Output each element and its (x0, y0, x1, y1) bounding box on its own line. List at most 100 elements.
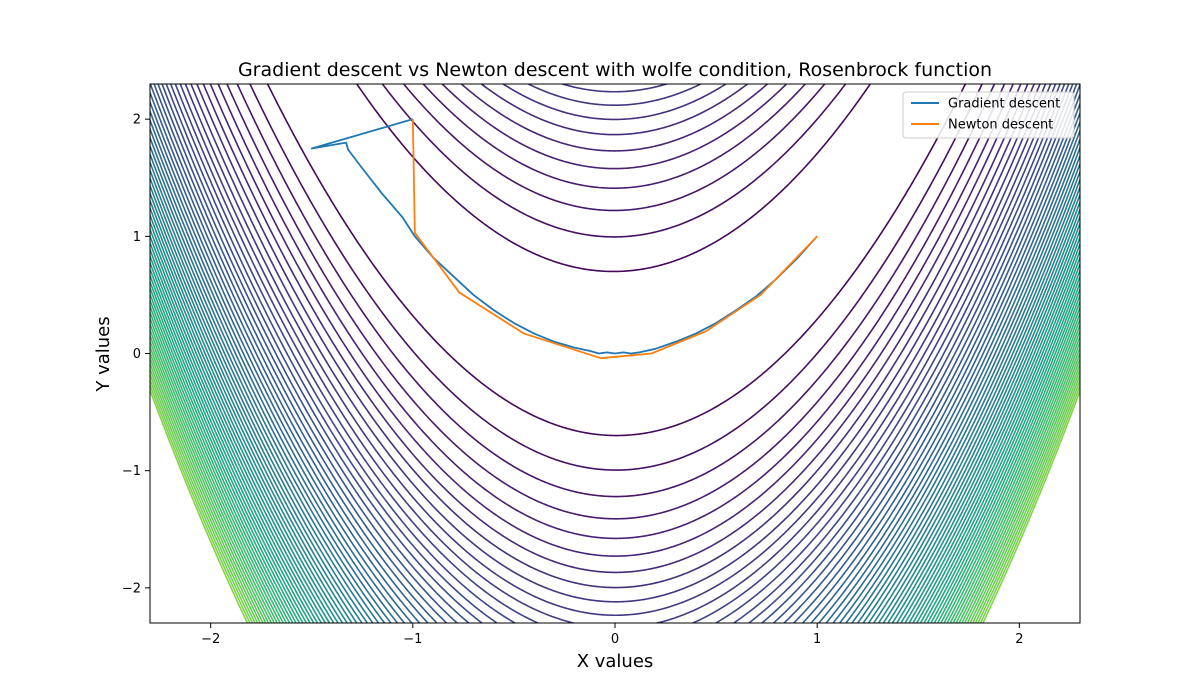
contour-line (825, 128, 1080, 623)
x-tick-label: 1 (813, 632, 821, 647)
contour-line (969, 362, 1080, 623)
chart-title: Gradient descent vs Newton descent with … (238, 59, 992, 81)
contour-line (150, 168, 374, 623)
y-tick-label: 1 (133, 230, 141, 245)
contour-line (150, 377, 254, 623)
contour-line (963, 351, 1080, 623)
contour-line (150, 304, 291, 623)
contour-line (150, 109, 421, 623)
contour-line (939, 305, 1080, 623)
contour-line (226, 84, 1006, 520)
contour-line (150, 118, 413, 623)
contour-line (150, 198, 353, 623)
contour-line (150, 387, 249, 623)
contour-line (150, 310, 288, 623)
contour-line (150, 191, 358, 623)
contour-line (877, 199, 1080, 623)
y-tick-label: 0 (133, 347, 141, 362)
contour-line (150, 298, 294, 623)
contour-line (266, 84, 967, 437)
contour-line (150, 315, 285, 623)
contour-line (501, 84, 728, 121)
contour-line (514, 26, 715, 55)
contour-line (150, 260, 315, 623)
contour-line (150, 344, 270, 623)
contour-line (150, 338, 273, 623)
y-tick-label: 2 (133, 113, 141, 128)
contour-line (974, 372, 1080, 623)
contour-line (441, 84, 788, 170)
x-tick-label: 2 (1015, 632, 1023, 647)
contour-line (887, 214, 1080, 623)
contour-line (150, 366, 259, 623)
contour-line (150, 233, 331, 623)
legend-label: Gradient descent (948, 97, 1060, 112)
contour-line (960, 345, 1080, 623)
contour-line (157, 84, 471, 623)
contour-line (792, 92, 1080, 623)
contour-line (949, 322, 1080, 623)
contour-line (174, 84, 1057, 623)
contour-line (249, 84, 983, 471)
contour-line (150, 285, 301, 623)
x-tick-label: −2 (201, 632, 220, 647)
series-lines (310, 118, 818, 360)
contour-line (912, 255, 1080, 623)
contour-line (150, 371, 256, 623)
contour-line (930, 286, 1080, 623)
contour-line (150, 247, 323, 623)
contour-line (900, 235, 1080, 623)
contour-line (150, 84, 448, 623)
contour-line (150, 361, 262, 623)
contour-line (480, 84, 749, 136)
contour-line (196, 84, 1035, 589)
contour-line (958, 340, 1080, 623)
contour-line (150, 355, 264, 623)
y-axis-label: Y values (93, 316, 114, 392)
contour-line (150, 205, 349, 623)
contour-line (202, 84, 1029, 574)
contour-line (979, 383, 1080, 623)
x-tick-label: 0 (611, 632, 619, 647)
contour-line (817, 119, 1080, 623)
contour-line (933, 293, 1080, 623)
contour-line (150, 226, 335, 623)
contour-line (851, 161, 1080, 623)
contour-line (895, 228, 1080, 623)
contour-line (150, 152, 386, 623)
y-tick-label: −1 (122, 464, 141, 479)
y-tick-label: −2 (122, 581, 141, 596)
contour-line (772, 84, 1078, 623)
contour-line (867, 184, 1080, 623)
contour-line (915, 261, 1080, 623)
contour-line (838, 145, 1080, 623)
contour-line (526, 84, 703, 107)
contour-line (872, 192, 1080, 623)
contour-line (217, 84, 1015, 540)
contour-line (236, 84, 996, 498)
contour-line (982, 388, 1080, 623)
contour-line (150, 175, 369, 623)
x-axis-label: X values (577, 651, 654, 672)
legend-box (902, 91, 1075, 139)
contour-line (955, 334, 1080, 623)
contour-line (161, 84, 1070, 623)
plot-area (149, 26, 1081, 624)
contour-lines (150, 26, 1080, 623)
contour-line (926, 280, 1080, 623)
contour-line (460, 84, 769, 152)
y-axis-ticks: −2 −1 0 1 2 (122, 113, 150, 596)
contour-line (809, 110, 1080, 623)
contour-line (782, 84, 1080, 623)
contour-line (971, 367, 1080, 623)
contour-line (150, 333, 276, 623)
contour-line (150, 99, 429, 623)
contour-line (946, 317, 1080, 623)
contour-line (150, 382, 251, 623)
contour-line (760, 84, 1074, 623)
contour-line (150, 321, 282, 623)
contour-line (150, 183, 363, 623)
contour-line (150, 220, 339, 623)
contour-line (150, 273, 308, 623)
